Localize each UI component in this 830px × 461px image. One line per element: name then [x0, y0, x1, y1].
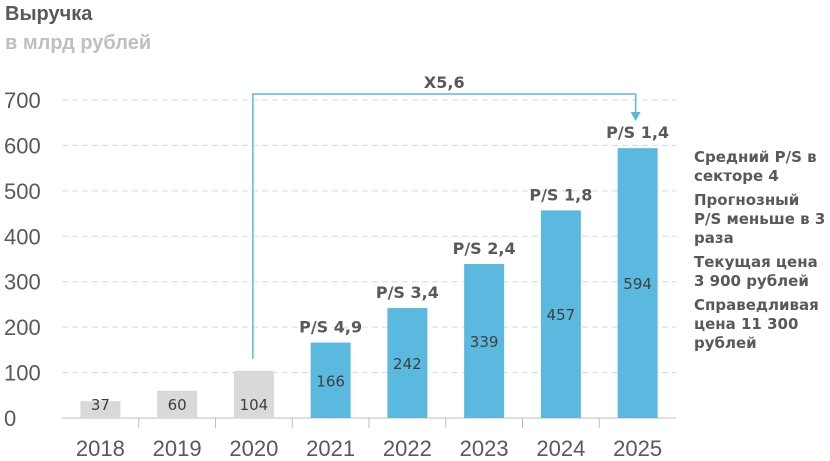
ps-label: P/S 1,8 [529, 185, 592, 204]
bar-value-label: 242 [393, 355, 422, 373]
y-tick-label: 0 [4, 406, 16, 431]
bar [540, 210, 581, 418]
bar-value-label: 339 [470, 333, 499, 351]
y-tick-label: 300 [4, 270, 41, 295]
chart-subtitle: в млрд рублей [5, 32, 152, 54]
ps-label: P/S 2,4 [453, 239, 516, 258]
bar-value-label: 166 [316, 372, 345, 390]
x-tick-label: 2023 [460, 436, 509, 461]
bar [464, 263, 505, 418]
y-tick-label: 600 [4, 133, 41, 158]
growth-bracket [252, 93, 637, 359]
arrowhead-icon [630, 112, 641, 121]
bar [617, 148, 658, 418]
bar [233, 370, 274, 418]
ps-label: P/S 3,4 [376, 283, 439, 302]
note-sector-ps: Средний P/S в секторе 4 [694, 148, 817, 185]
y-tick-label: 200 [4, 315, 41, 340]
bar-value-label: 594 [623, 275, 652, 293]
x-tick-label: 2020 [229, 436, 278, 461]
growth-label: X5,6 [424, 73, 465, 92]
bar-value-label: 37 [91, 396, 110, 414]
x-tick-label: 2024 [536, 436, 585, 461]
bar [157, 390, 198, 418]
bar-value-label: 60 [168, 396, 187, 414]
x-tick-label: 2021 [306, 436, 355, 461]
note-fair-price: Справедливая цена 11 300 рублей [694, 296, 819, 352]
bar-value-label: 457 [547, 306, 576, 324]
ps-label: P/S 1,4 [606, 123, 669, 142]
note-current-price: Текущая цена 3 900 рублей [694, 253, 818, 290]
bar-value-label: 104 [240, 396, 269, 414]
y-tick-label: 500 [4, 179, 41, 204]
note-forecast-ps: Прогнозный P/S меньше в 3 раза [694, 191, 826, 247]
chart-title: Выручка [5, 3, 93, 25]
bar [387, 308, 428, 418]
x-tick-label: 2018 [76, 436, 125, 461]
y-tick-label: 700 [4, 88, 41, 113]
ps-label: P/S 4,9 [299, 318, 362, 337]
y-tick-label: 100 [4, 361, 41, 386]
bar [80, 401, 121, 418]
bar [310, 342, 351, 418]
x-tick-label: 2019 [153, 436, 202, 461]
x-tick-label: 2022 [383, 436, 432, 461]
notes-panel: Средний P/S в секторе 4 Прогнозный P/S м… [694, 148, 830, 358]
x-tick-label: 2025 [613, 436, 662, 461]
y-tick-label: 400 [4, 224, 41, 249]
